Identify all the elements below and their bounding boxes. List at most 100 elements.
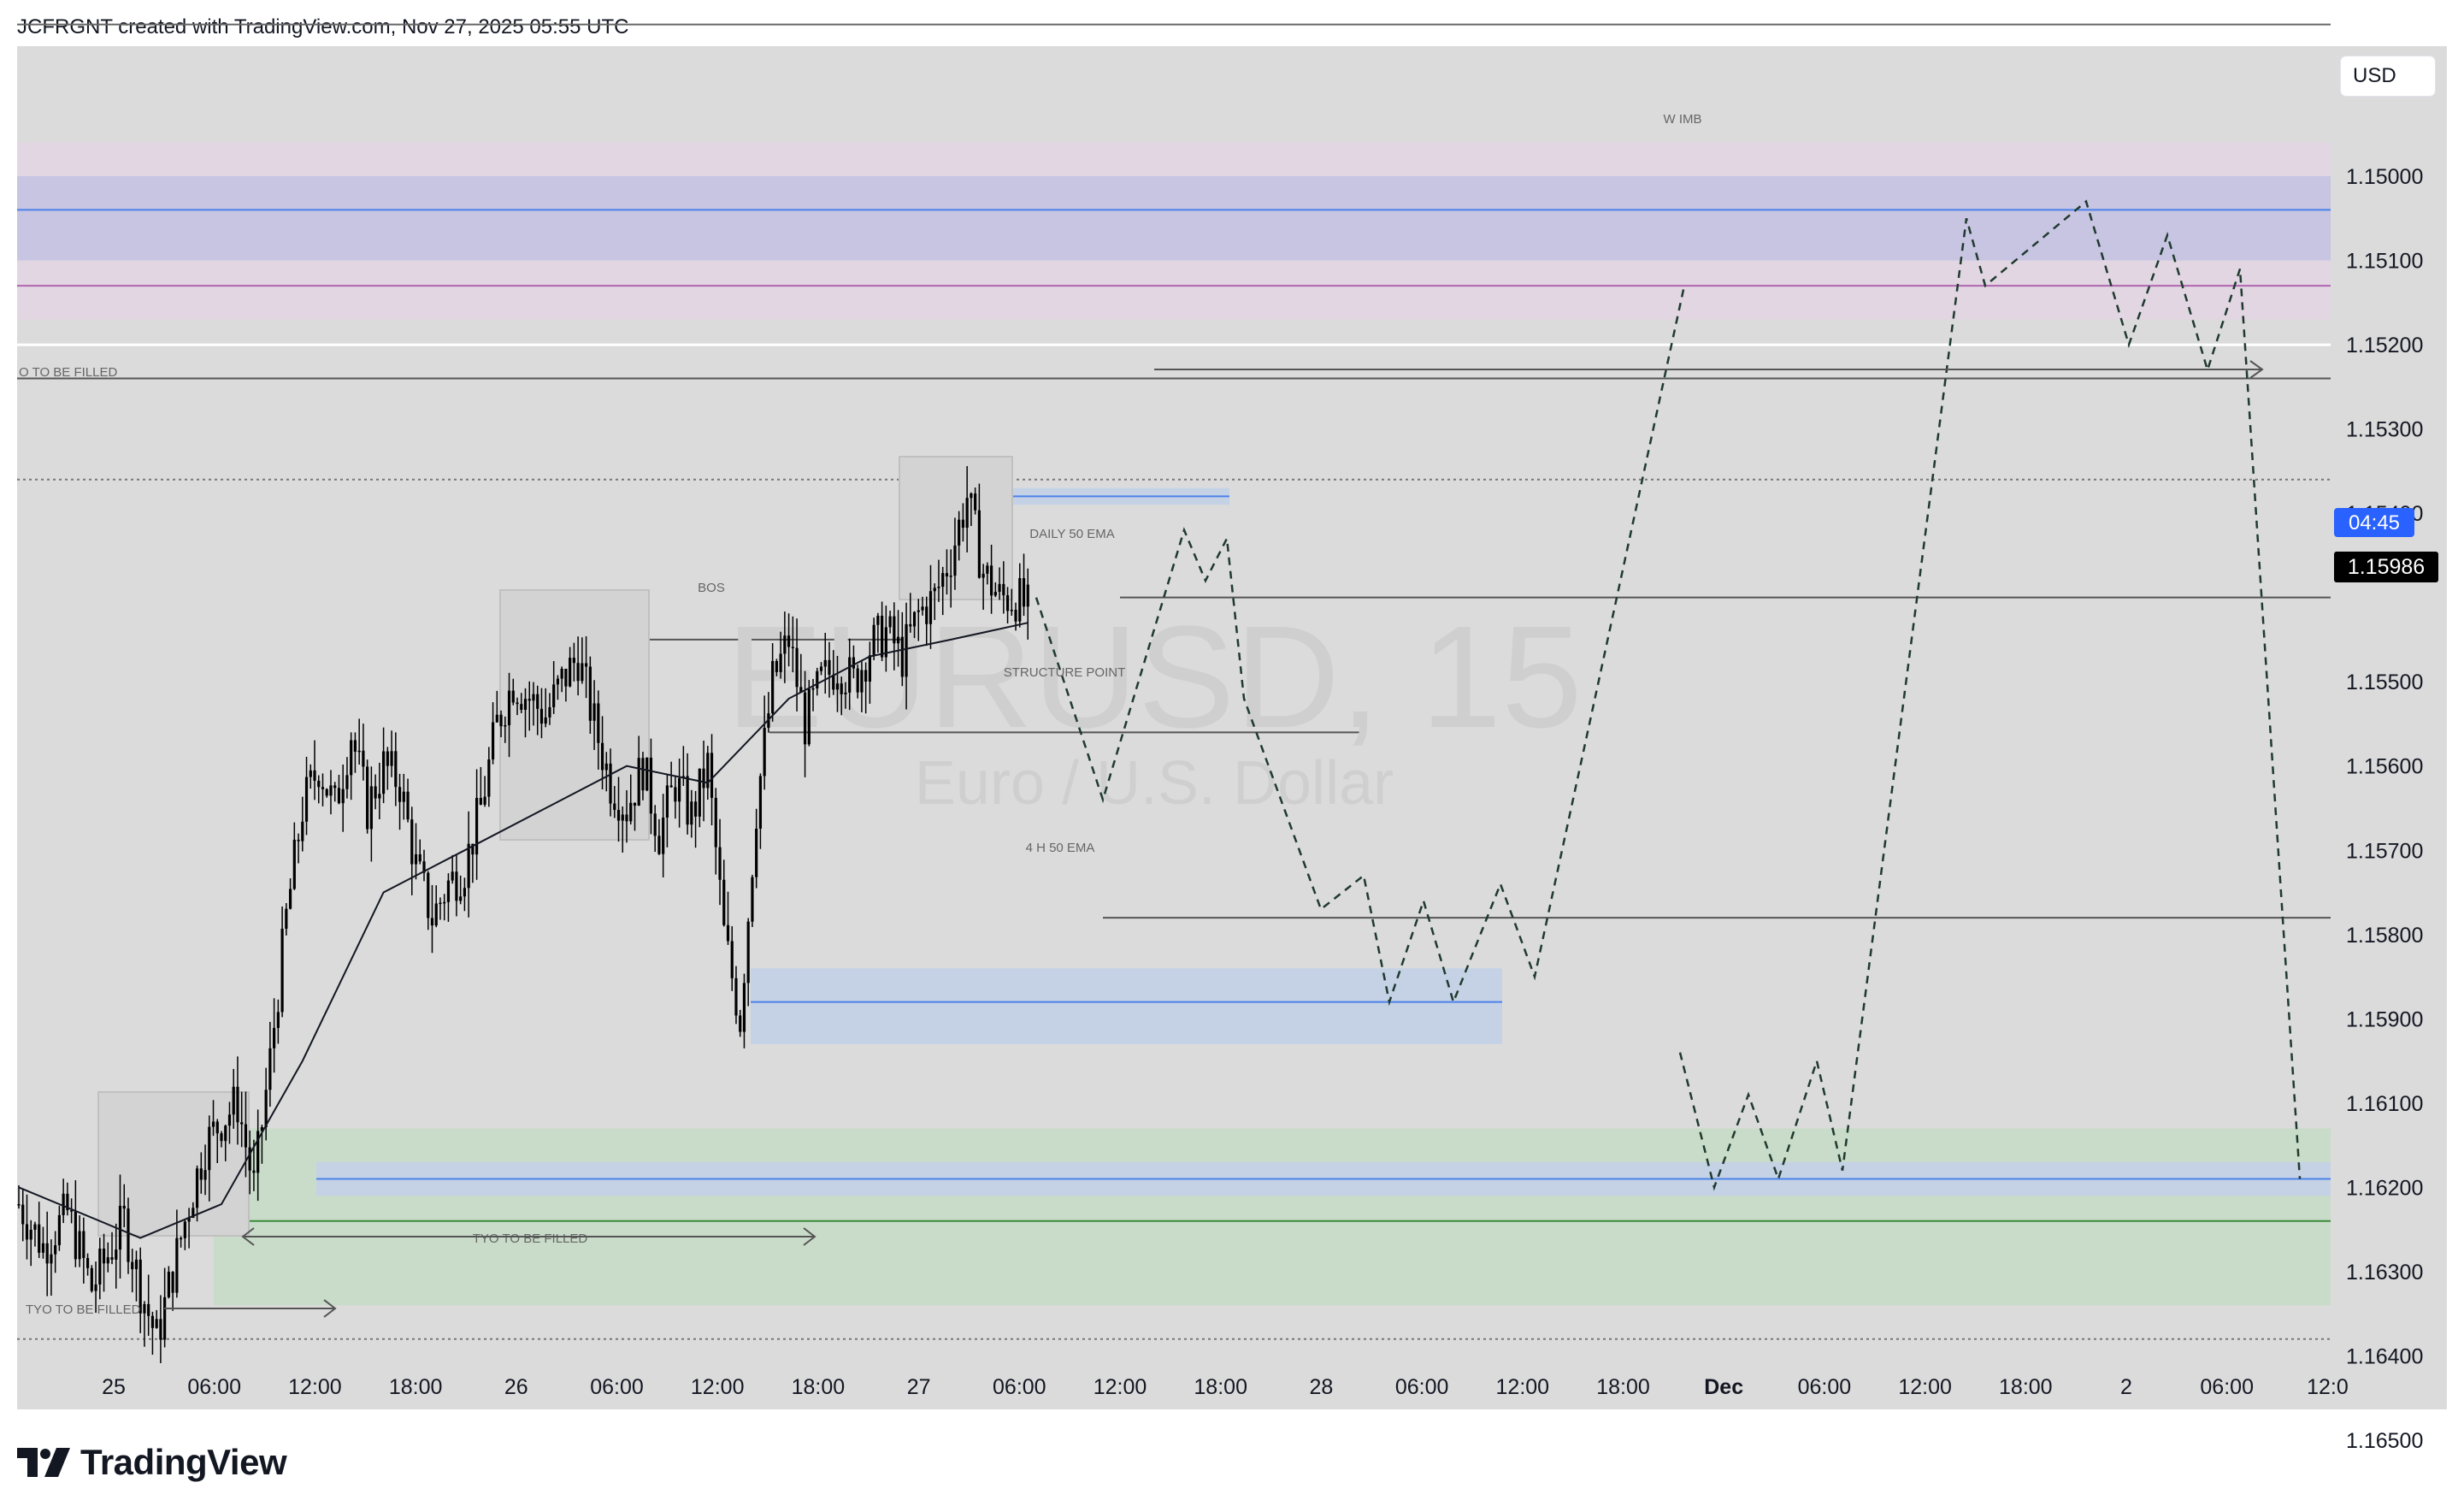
currency-button[interactable]: USD bbox=[2341, 56, 2435, 96]
candle-body bbox=[953, 545, 957, 576]
time-tick-label: 18:00 bbox=[1596, 1375, 1650, 1399]
candle-body bbox=[990, 565, 993, 596]
candle-body bbox=[552, 684, 556, 707]
time-tick-label: 12:00 bbox=[288, 1375, 342, 1399]
time-tick-label: 06:00 bbox=[187, 1375, 241, 1399]
candle-body bbox=[94, 1284, 97, 1291]
candle-body bbox=[240, 1122, 244, 1125]
price-tick-label: 1.15100 bbox=[2346, 250, 2423, 274]
candle-body bbox=[739, 1015, 742, 1032]
candle-body bbox=[823, 659, 827, 667]
candle-body bbox=[139, 1259, 142, 1314]
zone-supply-core bbox=[17, 176, 2331, 261]
arrow-head-mid-left bbox=[241, 1227, 255, 1246]
candle-body bbox=[520, 704, 523, 710]
candle-body bbox=[285, 908, 288, 929]
candle-body bbox=[50, 1254, 53, 1264]
candle-body bbox=[418, 853, 421, 862]
label-tyo-low: TYO TO BE FILLED bbox=[26, 1302, 141, 1317]
candle-body bbox=[755, 828, 758, 877]
candle-body bbox=[406, 791, 410, 820]
candle-body bbox=[600, 742, 604, 771]
tradingview-logo[interactable]: TradingView bbox=[17, 1440, 287, 1485]
time-tick-label: 06:00 bbox=[2200, 1375, 2254, 1399]
label-structure-point: STRUCTURE POINT bbox=[1004, 665, 1126, 680]
candle-body bbox=[974, 493, 977, 511]
candle-body bbox=[775, 660, 778, 672]
candle-body bbox=[856, 668, 859, 693]
candle-body bbox=[82, 1231, 85, 1258]
candle-body bbox=[70, 1210, 74, 1212]
candle-body bbox=[844, 692, 847, 694]
candle-body bbox=[746, 921, 750, 983]
candle-body bbox=[244, 1124, 248, 1148]
price-tick-label: 1.16300 bbox=[2346, 1261, 2423, 1285]
candle-body bbox=[427, 872, 430, 918]
candle-body bbox=[260, 1127, 263, 1131]
candle-body bbox=[742, 983, 746, 1032]
candle-body bbox=[292, 839, 296, 889]
candle-body bbox=[475, 797, 479, 855]
candle-body bbox=[183, 1221, 186, 1238]
candle-body bbox=[714, 797, 717, 848]
candle-body bbox=[564, 668, 568, 687]
candle-body bbox=[523, 699, 528, 710]
candle-body bbox=[702, 768, 705, 788]
time-tick-label: 18:00 bbox=[1999, 1375, 2053, 1399]
candle-body bbox=[325, 788, 328, 796]
time-tick-label: 06:00 bbox=[1395, 1375, 1449, 1399]
candle-body bbox=[539, 708, 544, 724]
zone-demand bbox=[214, 1128, 2331, 1306]
candle-body bbox=[317, 780, 321, 788]
time-tick-label: 2 bbox=[2120, 1375, 2132, 1399]
price-axis-area[interactable] bbox=[2332, 46, 2447, 1409]
brand-name: TradingView bbox=[80, 1442, 287, 1482]
candle-body bbox=[134, 1259, 139, 1270]
price-tick-label: 1.15500 bbox=[2346, 670, 2423, 694]
candle-body bbox=[390, 751, 393, 766]
candle-body bbox=[304, 777, 309, 822]
candle-body bbox=[693, 801, 698, 817]
time-tick-label: 06:00 bbox=[590, 1375, 644, 1399]
candle-body bbox=[528, 699, 531, 701]
candle-body bbox=[1014, 610, 1017, 622]
candle-body bbox=[62, 1193, 65, 1215]
candle-body bbox=[998, 583, 1001, 592]
candle-body bbox=[211, 1121, 215, 1127]
time-tick-label: 12:00 bbox=[1093, 1375, 1147, 1399]
candle-body bbox=[925, 606, 928, 624]
price-tick-label: 1.16500 bbox=[2346, 1429, 2423, 1453]
candle-body bbox=[734, 977, 738, 1016]
candle-body bbox=[816, 670, 819, 688]
candle-body bbox=[888, 616, 892, 628]
candle-body bbox=[499, 714, 503, 727]
arrow-head-top bbox=[2249, 360, 2264, 379]
candle-body bbox=[807, 688, 811, 745]
candle-body bbox=[669, 785, 673, 788]
candle-body bbox=[730, 941, 734, 978]
candle-body bbox=[645, 757, 649, 791]
candle-body bbox=[581, 663, 584, 682]
candle-body bbox=[224, 1125, 227, 1142]
label-to-be-filled-top: O TO BE FILLED bbox=[19, 365, 117, 380]
projection-path bbox=[1035, 199, 2302, 1191]
candle-body bbox=[868, 655, 871, 682]
candle-body bbox=[199, 1168, 203, 1180]
candle-body bbox=[422, 861, 426, 873]
candle-body bbox=[893, 616, 896, 644]
time-tick-label: 18:00 bbox=[1194, 1375, 1247, 1399]
candle-body bbox=[280, 928, 284, 1013]
candle-body bbox=[621, 814, 624, 821]
structure-boxes bbox=[97, 456, 1013, 1237]
time-tick-label: 25 bbox=[102, 1375, 126, 1399]
ema-line bbox=[18, 622, 1029, 1239]
candle-body bbox=[763, 727, 766, 777]
candle-body bbox=[203, 1170, 207, 1180]
candle-body bbox=[949, 576, 952, 577]
time-tick-label: 12:00 bbox=[1898, 1375, 1952, 1399]
candle-body bbox=[309, 770, 312, 777]
candle-body bbox=[928, 591, 933, 624]
candle-body bbox=[625, 814, 628, 822]
candle-body bbox=[937, 587, 940, 588]
